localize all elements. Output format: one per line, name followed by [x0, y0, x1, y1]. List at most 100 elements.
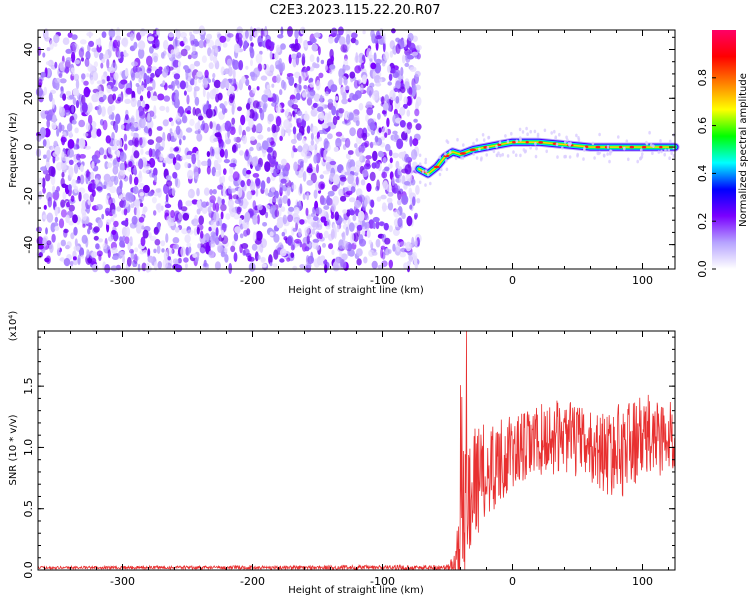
heatmap-noise-cell — [141, 209, 146, 215]
heatmap-noise-cell — [401, 212, 406, 220]
heatmap-noise-cell — [156, 126, 163, 131]
heatmap-noise-cell — [336, 257, 340, 265]
heatmap-noise-cell — [344, 137, 351, 148]
heatmap-noise-cell — [54, 145, 61, 155]
heatmap-noise-cell — [325, 161, 331, 172]
heatmap-noise-cell — [375, 220, 380, 230]
heatmap-noise-cell — [318, 72, 324, 79]
heatmap-noise-cell — [310, 212, 316, 218]
heatmap-noise-cell — [60, 239, 66, 247]
heatmap-noise-cell — [257, 244, 261, 253]
heatmap-noise-cell — [357, 210, 365, 222]
heatmap-noise-cell — [206, 151, 211, 157]
heatmap-noise-cell — [223, 247, 228, 253]
heatmap-noise-cell — [245, 126, 251, 132]
heatmap-noise-cell — [326, 122, 333, 127]
heatmap-noise-cell — [257, 254, 261, 260]
heatmap-noise-cell — [123, 143, 128, 151]
heatmap-noise-cell — [45, 114, 53, 121]
heatmap-noise-cell — [184, 234, 191, 244]
heatmap-noise-cell — [323, 230, 329, 239]
heatmap-noise-cell — [129, 32, 134, 42]
heatmap-noise-cell — [131, 72, 136, 81]
heatmap-noise-cell — [224, 120, 232, 132]
heatmap-noise-cell — [175, 264, 183, 273]
heatmap-noise-cell — [38, 177, 43, 187]
heatmap-noise-cell — [138, 182, 145, 189]
heatmap-noise-cell — [187, 105, 192, 112]
heatmap-noise-cell — [398, 91, 403, 101]
y-tick-label: -40 — [22, 236, 35, 254]
heatmap-noise-cell — [385, 143, 391, 152]
heatmap-halo-cell — [593, 156, 596, 160]
heatmap-noise-cell — [106, 84, 112, 94]
heatmap-noise-cell — [125, 226, 131, 237]
heatmap-noise-cell — [139, 137, 143, 146]
heatmap-noise-cell — [62, 37, 70, 45]
heatmap-noise-cell — [214, 132, 222, 138]
heatmap-noise-cell — [353, 222, 358, 228]
heatmap-noise-cell — [132, 167, 137, 174]
heatmap-noise-cell — [204, 69, 209, 79]
y-tick-label: 0.0 — [22, 561, 35, 579]
heatmap-noise-cell — [168, 186, 172, 196]
heatmap-noise-cell — [268, 254, 273, 265]
heatmap-noise-cell — [380, 194, 387, 200]
heatmap-halo-cell — [596, 151, 599, 156]
heatmap-noise-cell — [231, 58, 236, 66]
heatmap-noise-cell — [275, 44, 281, 53]
heatmap-noise-cell — [91, 183, 96, 191]
heatmap-noise-cell — [355, 120, 360, 127]
heatmap-noise-cell — [350, 37, 357, 44]
heatmap-noise-cell — [85, 237, 89, 248]
heatmap-noise-cell — [280, 178, 287, 184]
heatmap-noise-cell — [333, 174, 340, 185]
heatmap-noise-cell — [166, 180, 173, 187]
heatmap-noise-cell — [147, 191, 154, 197]
heatmap-noise-cell — [242, 219, 246, 228]
heatmap-noise-cell — [185, 200, 193, 207]
heatmap-noise-cell — [196, 133, 203, 142]
heatmap-noise-cell — [163, 157, 169, 164]
heatmap-noise-cell — [307, 262, 312, 269]
heatmap-noise-cell — [96, 250, 103, 257]
heatmap-noise-cell — [59, 60, 66, 72]
heatmap-noise-cell — [121, 192, 126, 201]
heatmap-noise-cell — [183, 257, 189, 263]
heatmap-noise-cell — [387, 81, 393, 86]
heatmap-noise-cell — [404, 62, 410, 67]
heatmap-noise-cell — [149, 235, 157, 241]
heatmap-noise-cell — [123, 49, 127, 57]
heatmap-halo-cell — [475, 138, 479, 142]
heatmap-noise-cell — [213, 211, 220, 222]
heatmap-noise-cell — [238, 124, 242, 136]
heatmap-noise-cell — [138, 48, 145, 59]
heatmap-noise-cell — [292, 110, 296, 118]
heatmap-noise-cell — [403, 96, 408, 105]
heatmap-noise-cell — [349, 209, 356, 216]
heatmap-noise-cell — [93, 226, 100, 233]
heatmap-noise-cell — [214, 261, 221, 271]
heatmap-noise-cell — [107, 146, 112, 154]
heatmap-noise-cell — [73, 226, 78, 236]
heatmap-noise-cell — [233, 252, 238, 263]
heatmap-noise-cell — [287, 236, 293, 246]
heatmap-noise-cell — [195, 150, 200, 161]
heatmap-noise-cell — [361, 74, 367, 85]
heatmap-noise-cell — [81, 94, 86, 105]
heatmap-noise-cell — [69, 130, 73, 139]
heatmap-noise-cell — [73, 163, 79, 174]
heatmap-noise-cell — [388, 149, 393, 157]
heatmap-noise-cell — [71, 179, 77, 188]
heatmap-noise-cell — [146, 90, 151, 99]
heatmap-noise-cell — [139, 192, 145, 197]
heatmap-noise-cell — [176, 112, 181, 122]
heatmap-noise-cell — [331, 184, 338, 192]
heatmap-noise-cell — [238, 59, 244, 71]
heatmap-noise-cell — [153, 174, 158, 183]
heatmap-noise-cell — [252, 87, 256, 94]
heatmap-noise-cell — [374, 160, 380, 169]
heatmap-noise-cell — [239, 150, 244, 156]
heatmap-noise-cell — [293, 216, 301, 224]
heatmap-noise-cell — [406, 109, 411, 117]
